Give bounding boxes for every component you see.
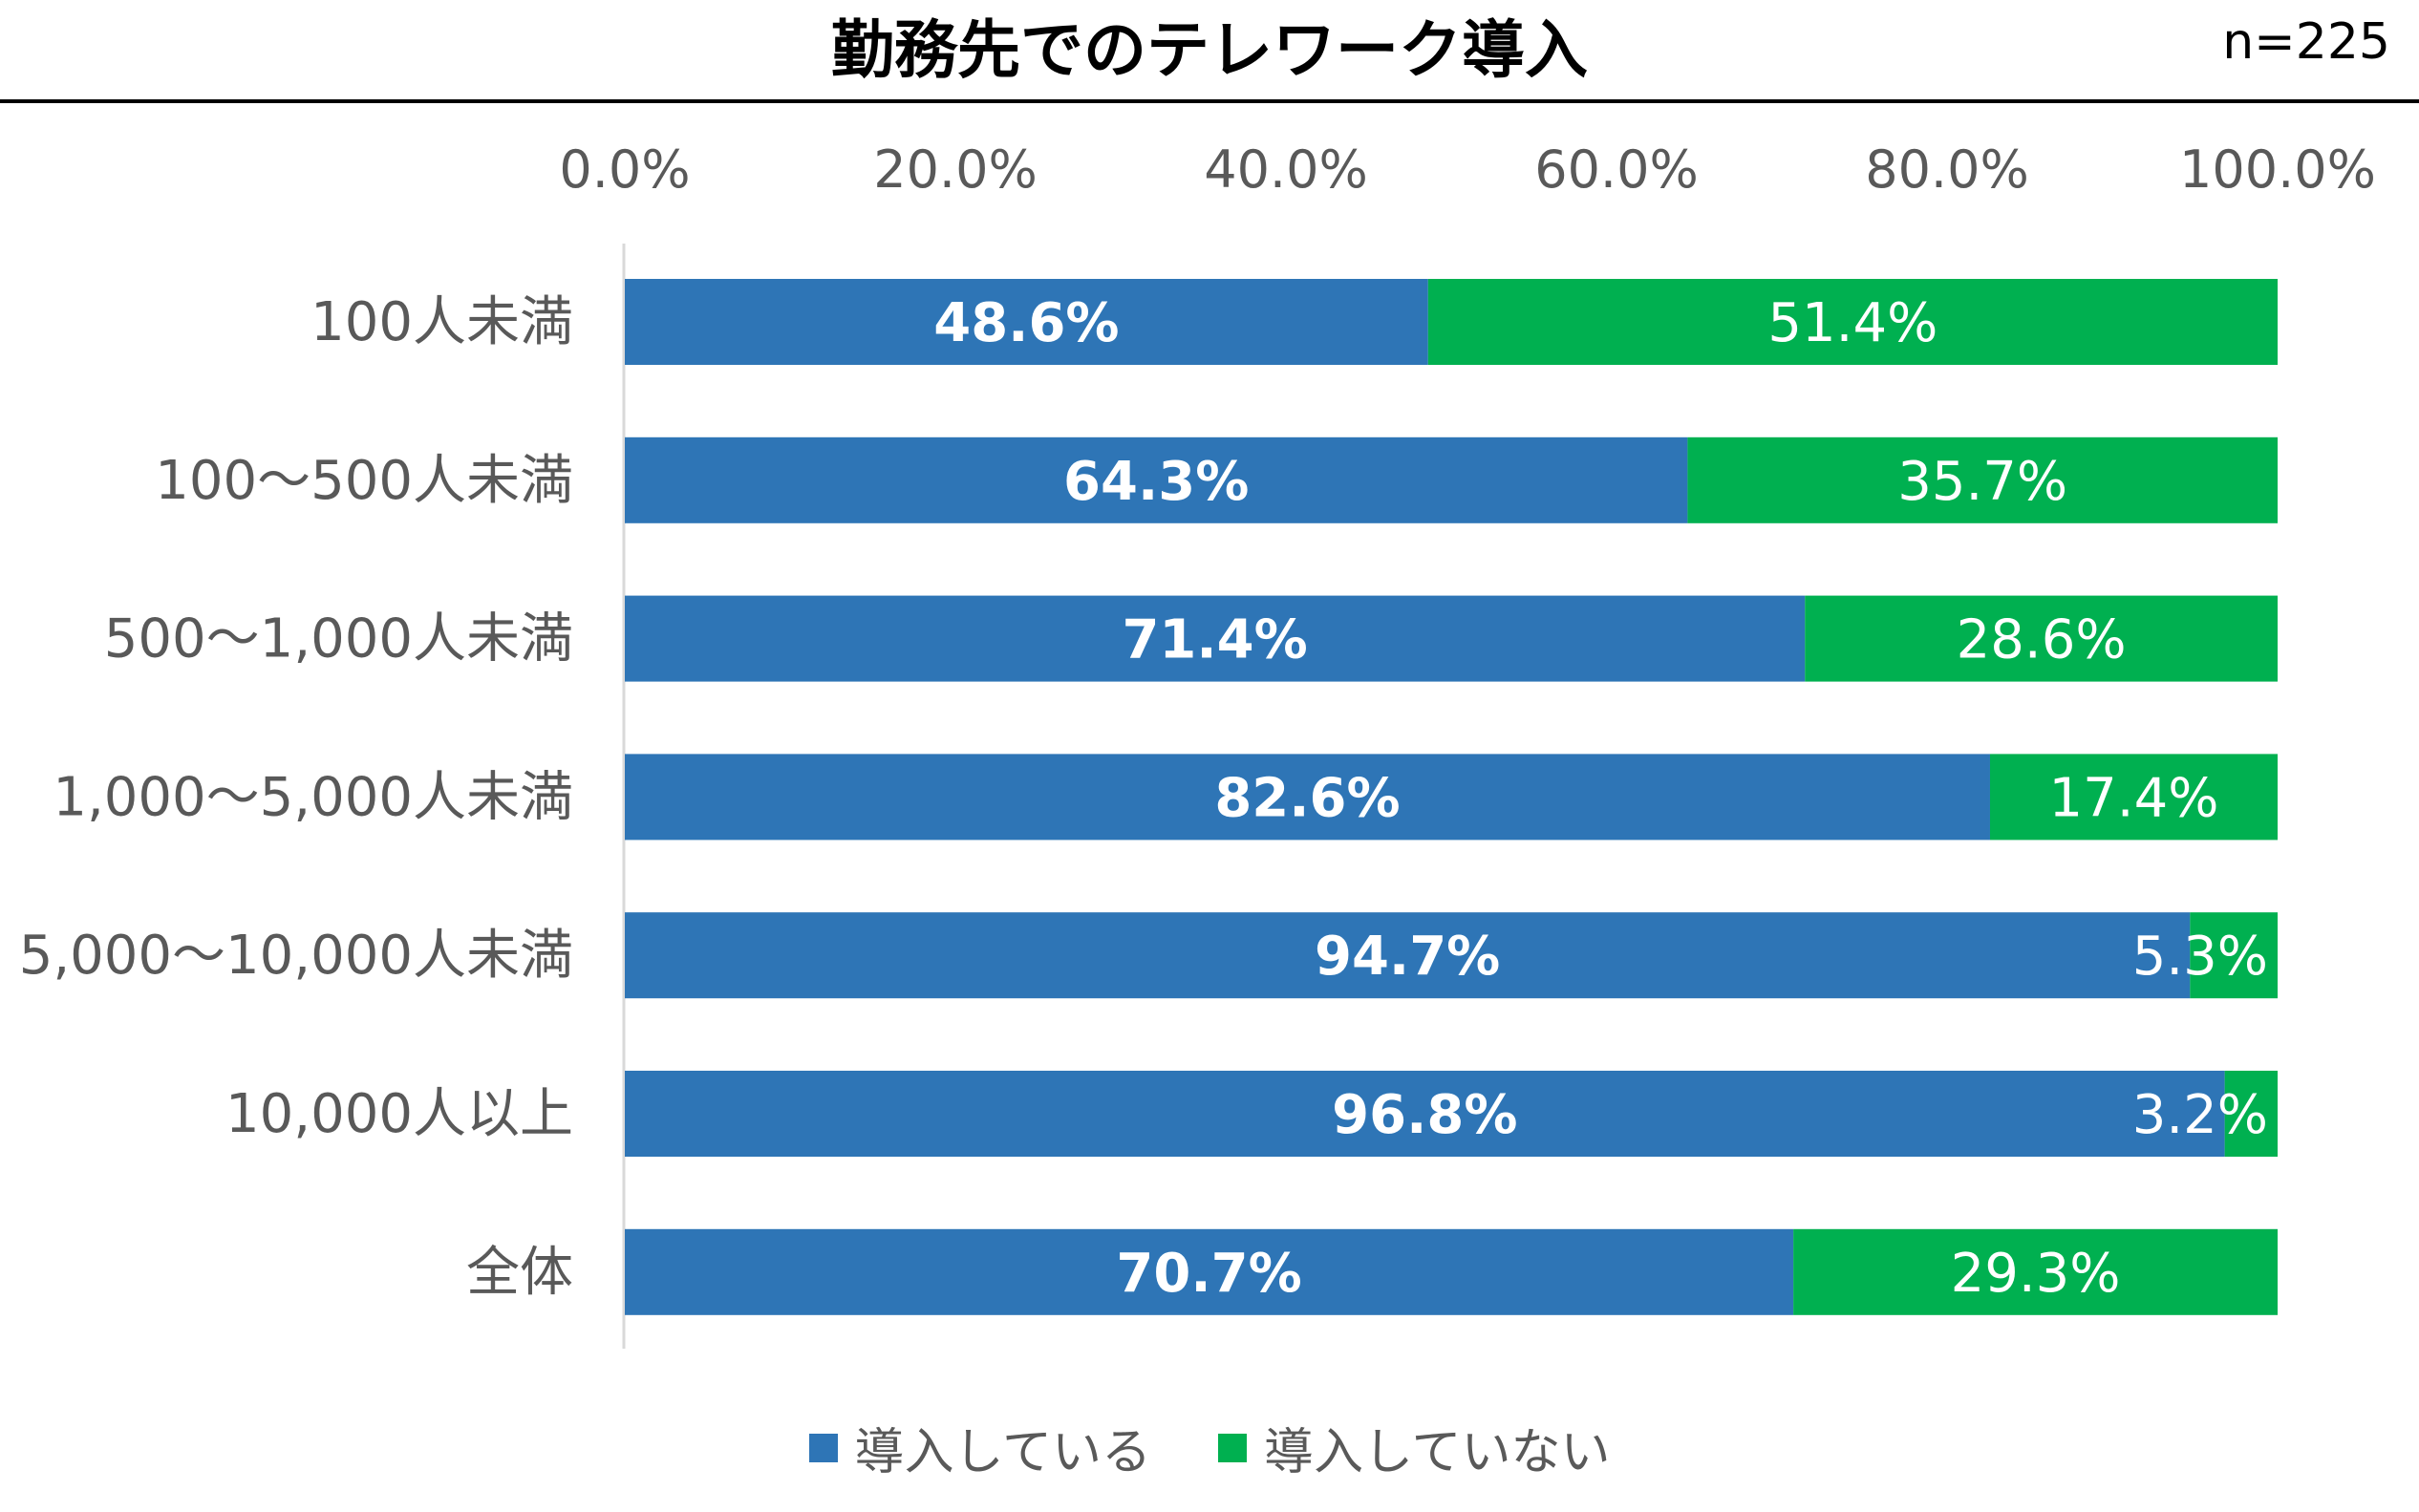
x-tick-label: 0.0% bbox=[559, 139, 690, 200]
legend-label-not-introduced: 導入していない bbox=[1264, 1424, 1611, 1481]
legend-item-introduced: 導入している bbox=[808, 1412, 1151, 1483]
bar-introduced bbox=[625, 1071, 2225, 1157]
data-label-not-introduced: 35.7% bbox=[1897, 451, 2067, 513]
data-label-introduced: 70.7% bbox=[1116, 1243, 1301, 1305]
category-label: 100～500人未満 bbox=[155, 450, 573, 512]
legend-swatch-introduced bbox=[808, 1433, 838, 1462]
bar-not-introduced bbox=[1687, 437, 2278, 523]
data-label-introduced: 64.3% bbox=[1063, 451, 1249, 513]
legend-item-not-introduced: 導入していない bbox=[1218, 1412, 1610, 1483]
x-tick-label: 20.0% bbox=[873, 139, 1038, 200]
category-label: 500～1,000人未満 bbox=[104, 608, 573, 671]
x-tick-label: 60.0% bbox=[1534, 139, 1699, 200]
category-label: 全体 bbox=[466, 1242, 573, 1304]
bar-not-introduced bbox=[2224, 1071, 2278, 1157]
category-label: 1,000～5,000人未満 bbox=[53, 766, 573, 828]
bar-introduced bbox=[625, 912, 2191, 999]
bar-not-introduced bbox=[1427, 279, 2278, 365]
data-label-introduced: 96.8% bbox=[1332, 1084, 1517, 1146]
sample-size-label: n=225 bbox=[2222, 13, 2390, 71]
x-tick-label: 80.0% bbox=[1865, 139, 2029, 200]
bar-introduced bbox=[625, 437, 1688, 523]
x-tick-label: 40.0% bbox=[1204, 139, 1368, 200]
legend: 導入している 導入していない bbox=[0, 1412, 2419, 1483]
data-label-introduced: 94.7% bbox=[1315, 926, 1500, 988]
data-label-not-introduced: 51.4% bbox=[1767, 292, 1937, 354]
category-label: 10,000人以上 bbox=[225, 1083, 573, 1145]
data-label-introduced: 48.6% bbox=[933, 292, 1119, 354]
bar-not-introduced bbox=[1793, 1228, 2278, 1315]
data-label-introduced: 71.4% bbox=[1122, 609, 1307, 671]
stacked-bar-chart: 0.0% 20.0% 40.0% 60.0% 80.0% 100.0% 100人未満 48.6… bbox=[19, 139, 2376, 1349]
legend-swatch-not-introduced bbox=[1218, 1433, 1247, 1462]
bar-introduced bbox=[625, 754, 1990, 841]
data-label-not-introduced: 3.2% bbox=[2132, 1084, 2268, 1146]
data-label-introduced: 82.6% bbox=[1214, 767, 1400, 829]
category-label: 5,000～10,000人未満 bbox=[19, 925, 573, 987]
bar-introduced bbox=[625, 1228, 1794, 1315]
bar-not-introduced bbox=[2190, 912, 2278, 999]
bar-introduced bbox=[625, 595, 1806, 682]
bar-introduced bbox=[625, 279, 1428, 365]
legend-label-introduced: 導入している bbox=[854, 1424, 1151, 1481]
bar-not-introduced bbox=[1989, 754, 2278, 841]
data-label-not-introduced: 5.3% bbox=[2132, 926, 2268, 988]
bar-not-introduced bbox=[1805, 595, 2278, 682]
data-label-not-introduced: 17.4% bbox=[2049, 767, 2219, 829]
title-divider bbox=[0, 99, 2419, 103]
data-label-not-introduced: 28.6% bbox=[1957, 609, 2127, 671]
chart-title: 勤務先でのテレワーク導入 bbox=[831, 13, 1588, 87]
data-label-not-introduced: 29.3% bbox=[1951, 1243, 2121, 1305]
category-label: 100人未満 bbox=[310, 291, 573, 353]
x-tick-label: 100.0% bbox=[2179, 139, 2376, 200]
